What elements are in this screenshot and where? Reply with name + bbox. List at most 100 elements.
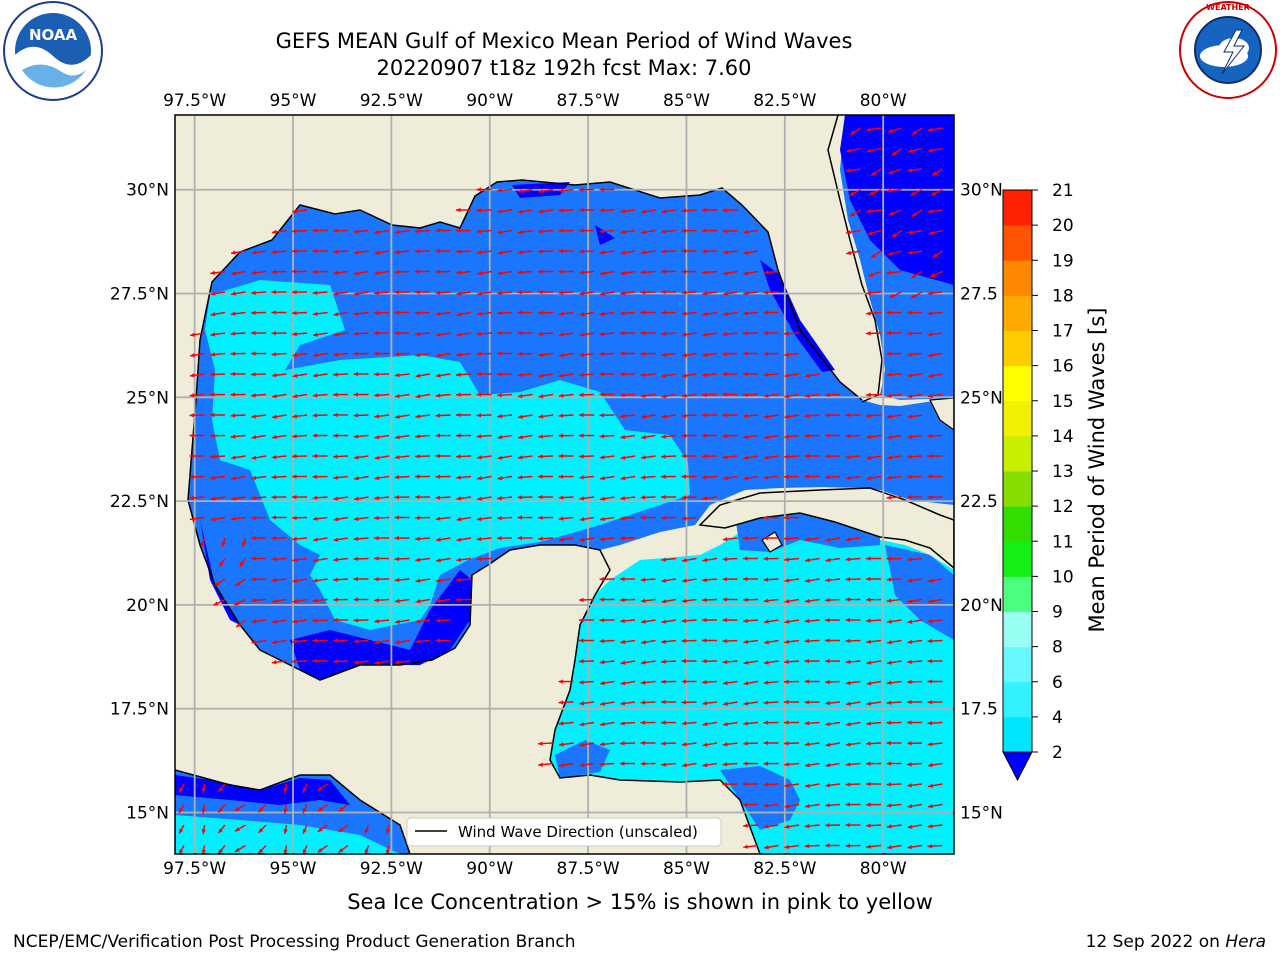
wave-direction-arrow — [353, 413, 369, 418]
wave-direction-arrow — [928, 147, 943, 153]
wave-direction-arrow — [251, 619, 267, 624]
wave-direction-arrow — [353, 311, 369, 316]
wave-direction-arrow — [619, 331, 636, 336]
wave-direction-arrow — [456, 249, 472, 254]
wave-direction-arrow — [763, 720, 779, 725]
wave-direction-arrow — [353, 618, 369, 623]
wave-direction-arrow — [660, 699, 677, 705]
wave-direction-arrow — [722, 270, 738, 276]
wave-direction-arrow — [661, 639, 677, 644]
wave-direction-arrow — [702, 249, 718, 254]
wave-direction-arrow — [886, 619, 902, 624]
wave-direction-arrow — [784, 331, 800, 336]
wave-direction-arrow — [302, 804, 308, 814]
wave-direction-arrow — [599, 597, 615, 602]
wave-direction-arrow — [804, 638, 820, 644]
wave-direction-arrow — [599, 638, 615, 644]
wave-direction-arrow — [353, 392, 369, 397]
wave-direction-arrow — [435, 433, 451, 438]
wave-direction-arrow — [374, 515, 390, 521]
wave-direction-arrow — [415, 639, 431, 644]
colorbar-tick-label: 18 — [1052, 286, 1074, 306]
wave-direction-arrow — [804, 413, 820, 419]
wave-direction-arrow — [825, 577, 841, 583]
wave-direction-arrow — [927, 433, 943, 439]
wave-direction-arrow — [435, 311, 451, 316]
wave-direction-arrow — [763, 700, 779, 705]
colorbar-segment — [1003, 435, 1032, 472]
wave-direction-arrow — [845, 638, 861, 644]
wave-direction-arrow — [701, 617, 718, 623]
wave-direction-arrow — [702, 311, 718, 317]
wave-direction-arrow — [763, 535, 779, 541]
wave-direction-arrow — [538, 454, 554, 459]
svg-text:WEATHER: WEATHER — [1206, 3, 1250, 12]
wave-direction-arrow — [620, 660, 636, 665]
wave-direction-arrow — [251, 414, 267, 419]
wave-direction-arrow — [661, 209, 677, 214]
wave-direction-arrow — [661, 619, 677, 624]
wave-direction-arrow — [271, 393, 287, 399]
wave-direction-arrow — [332, 597, 349, 602]
wave-direction-arrow — [435, 373, 451, 378]
wave-direction-arrow — [681, 516, 697, 521]
wave-direction-arrow — [743, 618, 759, 624]
wave-direction-arrow — [804, 598, 820, 604]
wave-direction-arrow — [784, 741, 800, 746]
wave-direction-arrow — [189, 495, 205, 501]
wave-direction-arrow — [394, 310, 410, 315]
wave-direction-arrow — [312, 248, 328, 254]
wave-direction-arrow — [373, 372, 390, 377]
wave-direction-arrow — [239, 558, 247, 568]
gulf-central-light — [205, 280, 690, 630]
wave-direction-arrow — [620, 290, 636, 296]
wave-direction-arrow — [660, 269, 677, 274]
wave-direction-arrow — [804, 721, 820, 726]
wave-direction-arrow — [681, 352, 697, 358]
wave-direction-arrow — [292, 619, 308, 624]
wave-direction-arrow — [455, 228, 472, 233]
colorbar-segment — [1003, 260, 1032, 296]
wave-direction-arrow — [312, 373, 328, 378]
wave-direction-arrow — [312, 658, 328, 664]
wave-direction-arrow — [538, 536, 554, 541]
wave-direction-arrow — [353, 291, 369, 296]
wave-direction-arrow — [271, 454, 287, 460]
wave-direction-arrow — [302, 783, 308, 793]
wave-direction-arrow — [599, 455, 615, 460]
footer-credit: NCEP/EMC/Verification Post Processing Pr… — [13, 932, 576, 952]
lon-tick-label-bottom: 95°W — [270, 859, 317, 879]
wave-direction-arrow — [702, 721, 718, 727]
wave-direction-arrow — [661, 249, 677, 254]
wave-direction-arrow — [558, 762, 574, 768]
wave-direction-arrow — [312, 557, 328, 563]
wave-direction-arrow — [640, 229, 656, 235]
wave-direction-arrow — [189, 516, 205, 522]
lon-tick-label-bottom: 80°W — [860, 859, 907, 879]
wave-direction-arrow — [353, 660, 369, 665]
wave-direction-arrow — [743, 250, 759, 255]
wave-direction-arrow — [722, 454, 738, 460]
wave-direction-arrow — [374, 310, 390, 316]
graticule — [175, 115, 954, 854]
wave-direction-arrow — [292, 659, 308, 664]
wave-direction-arrow — [414, 515, 431, 521]
wave-direction-arrow — [538, 331, 554, 336]
wave-direction-arrow — [866, 721, 882, 726]
wave-direction-arrow — [476, 351, 492, 357]
wave-direction-arrow — [394, 351, 410, 357]
wave-direction-arrow — [476, 556, 492, 562]
wave-direction-arrow — [681, 373, 697, 378]
wave-direction-arrow — [845, 843, 861, 848]
wave-direction-arrow — [824, 412, 841, 418]
wave-direction-arrow — [886, 803, 902, 808]
wave-direction-arrow — [906, 474, 923, 479]
wave-direction-arrow — [866, 701, 882, 706]
wave-direction-arrow — [317, 803, 328, 812]
wave-direction-arrow — [911, 209, 923, 218]
wave-direction-arrow — [681, 332, 697, 337]
wave-direction-arrow — [866, 741, 882, 746]
lon-tick-label-bottom: 92.5°W — [360, 859, 423, 879]
wave-direction-arrow — [258, 804, 267, 813]
wave-direction-arrow — [743, 741, 759, 746]
